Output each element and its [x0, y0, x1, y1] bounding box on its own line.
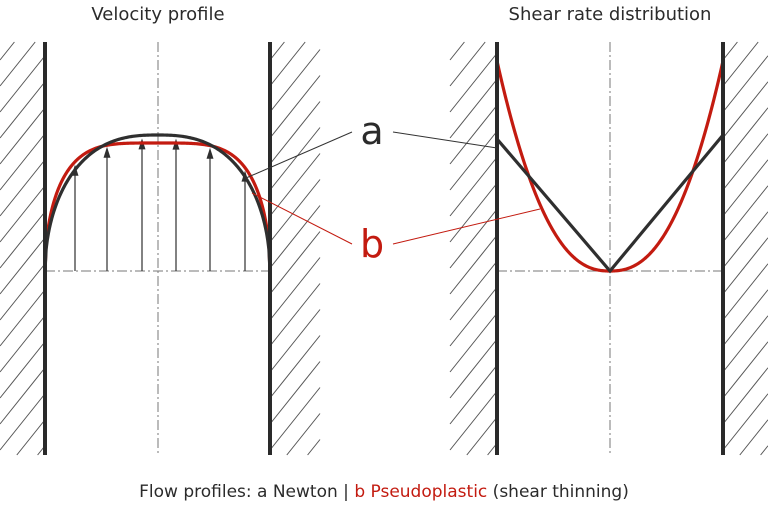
hatch-line [269, 75, 321, 139]
hatch-line [269, 41, 306, 87]
hatch-line [269, 231, 321, 295]
hatch-line [449, 41, 465, 61]
hatch-line [0, 237, 46, 295]
hatch-line [739, 419, 768, 456]
hatch-line [722, 41, 738, 61]
hatch-line [0, 341, 46, 399]
hatch-line [722, 263, 768, 321]
callout-a: a [360, 109, 383, 153]
hatch-line [449, 338, 498, 399]
hatch-line [722, 341, 768, 399]
hatch-line [449, 78, 498, 139]
velocity-profile-title: Velocity profile [91, 4, 224, 25]
callout-b: b [360, 222, 384, 266]
hatch-line [449, 182, 498, 243]
hatch-line [269, 205, 321, 269]
hatch-line [269, 335, 321, 399]
hatch-line [307, 439, 321, 456]
caption-newtonian: Flow profiles: a Newton | [139, 482, 355, 502]
caption-pseudoplastic: b Pseudoplastic [354, 482, 488, 502]
hatch-line [449, 286, 498, 347]
hatch-line [449, 41, 486, 87]
hatch-line [449, 104, 498, 165]
hatch-line [286, 413, 321, 456]
hatch-line [449, 390, 498, 451]
hatch-line [449, 260, 498, 321]
hatch-line [722, 41, 759, 87]
hatch-line [0, 393, 46, 451]
right-pipe-right-wall-hatching [722, 41, 768, 456]
hatch-line [722, 367, 768, 425]
velocity-arrow-head [103, 146, 111, 158]
figure-caption: Flow profiles: a Newton | b Pseudoplasti… [0, 482, 768, 502]
hatch-line [269, 101, 321, 165]
hatch-line [449, 130, 498, 191]
hatch-line [269, 387, 321, 451]
velocity-arrows [71, 138, 249, 271]
hatch-line [269, 309, 321, 373]
hatch-line [722, 185, 768, 243]
hatch-line [269, 41, 285, 61]
hatch-line [269, 257, 321, 321]
hatch-line [0, 41, 36, 87]
hatch-line [722, 81, 768, 139]
hatch-line [449, 208, 498, 269]
velocity-arrow-head [206, 147, 214, 159]
hatch-line [722, 133, 768, 191]
hatch-line [16, 419, 46, 456]
caption-shear-thinning: (shear thinning) [487, 482, 629, 502]
hatch-line [722, 107, 768, 165]
hatch-line [269, 361, 321, 425]
hatch-line [0, 315, 46, 373]
hatch-line [0, 107, 46, 165]
hatch-line [0, 55, 46, 113]
leader-line-a-right [392, 131, 498, 149]
hatch-line [449, 312, 498, 373]
hatch-line [0, 263, 46, 321]
hatch-line [269, 179, 321, 243]
hatch-line [0, 367, 46, 425]
hatch-line [722, 55, 768, 113]
left-pipe-outer-wall-hatching [0, 41, 46, 456]
hatch-line [722, 315, 768, 373]
hatch-line [466, 416, 498, 456]
hatch-line [449, 364, 498, 425]
hatch-line [722, 159, 768, 217]
hatch-line [722, 289, 768, 347]
hatch-line [269, 49, 321, 113]
hatch-line [0, 211, 46, 269]
hatch-line [269, 127, 321, 191]
leader-line-b-right [392, 208, 541, 245]
hatch-line [0, 185, 46, 243]
shear-rate-title: Shear rate distribution [509, 4, 712, 25]
hatch-line [0, 81, 46, 139]
shear-rate-curve-newtonian [495, 133, 725, 274]
hatch-line [0, 289, 46, 347]
hatch-line [0, 41, 15, 61]
hatch-line [269, 283, 321, 347]
velocity-curve-newtonian [43, 133, 272, 272]
hatch-line [269, 153, 321, 217]
hatch-line [722, 211, 768, 269]
hatch-line [0, 133, 46, 191]
leader-line-a-left [245, 131, 353, 179]
leader-line-b-left [251, 192, 353, 245]
hatch-line [449, 234, 498, 295]
velocity-curve-pseudoplastic [43, 141, 272, 272]
hatch-line [0, 159, 46, 217]
hatch-line [722, 393, 768, 451]
hatch-line [449, 156, 498, 217]
left-pipe-right-wall-hatching [269, 41, 321, 456]
right-pipe-left-wall-hatching [449, 41, 498, 456]
hatch-line [449, 52, 498, 113]
hatch-line [722, 237, 768, 295]
hatch-line [760, 445, 768, 456]
